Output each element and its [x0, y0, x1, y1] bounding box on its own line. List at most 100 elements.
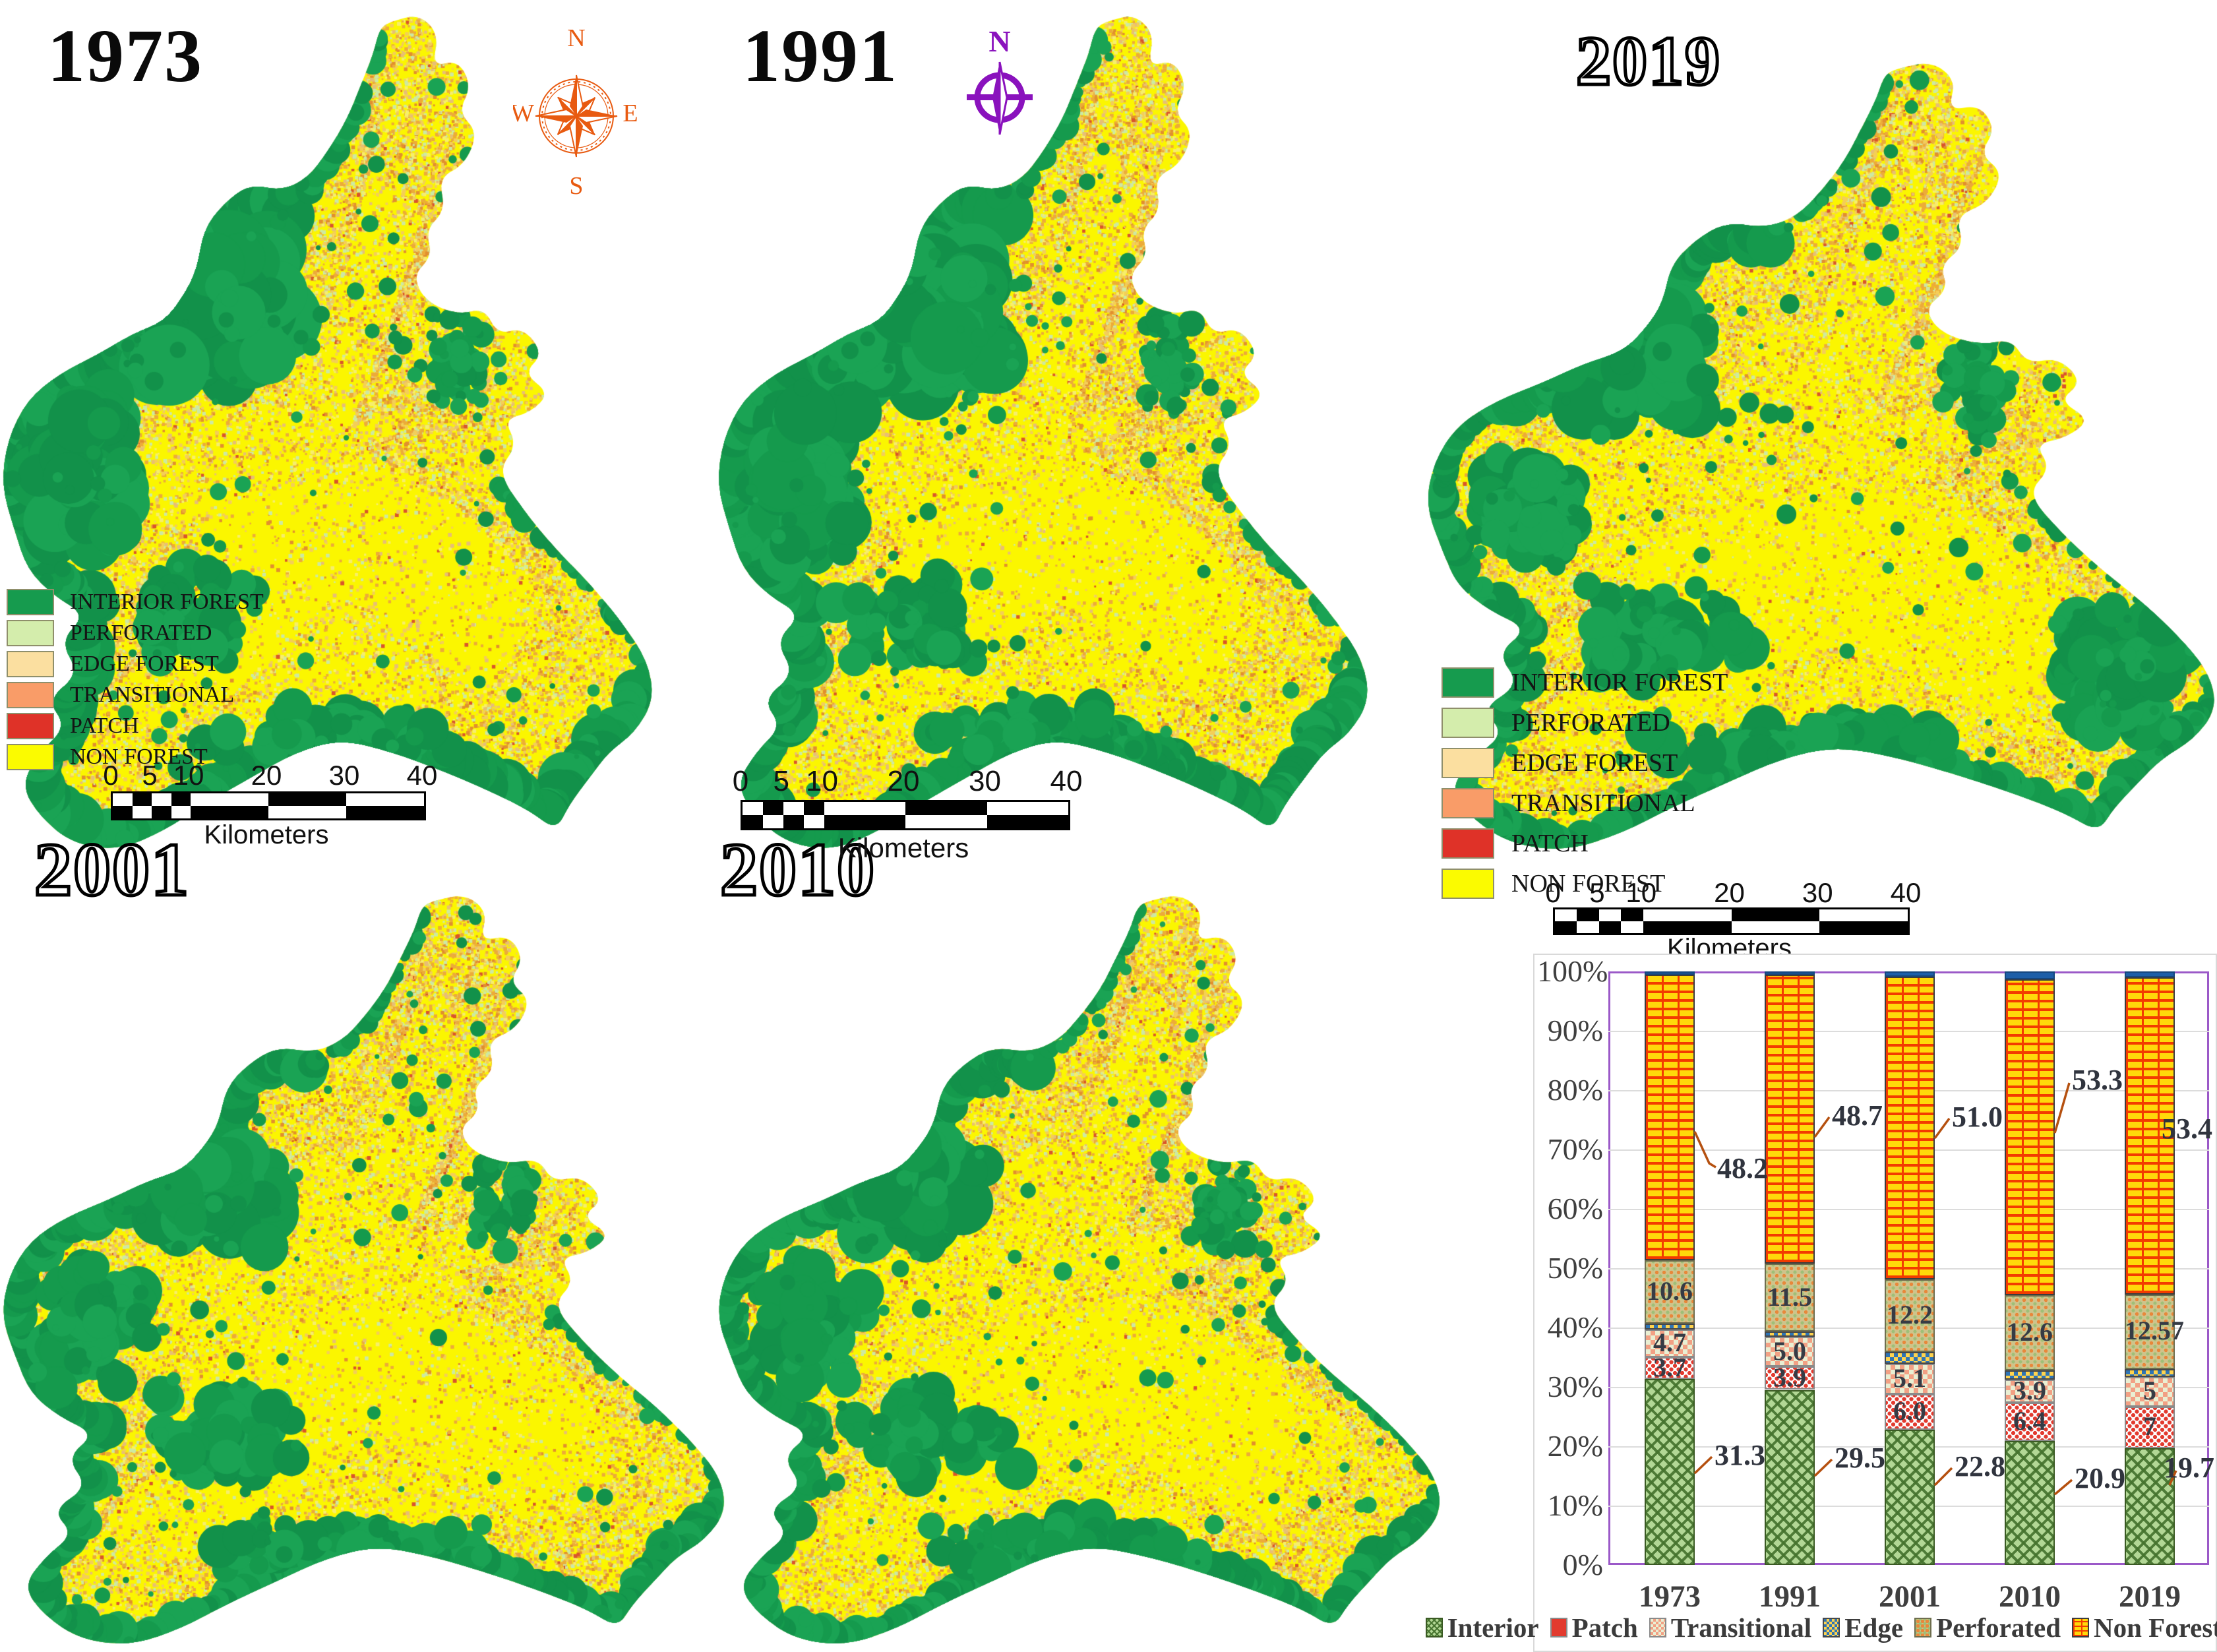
- scalebar-tick-label: 5: [1589, 877, 1605, 908]
- scalebar-cell: [905, 802, 987, 815]
- chart-y-tick-label: 90%: [1547, 1014, 1603, 1047]
- scalebar-cell: [191, 806, 268, 818]
- map-legend-item: PERFORATED: [1442, 708, 1670, 738]
- legend-label: PATCH: [1511, 830, 1589, 857]
- scalebar-tick-label: 10: [806, 765, 838, 797]
- scalebar-cell: [346, 806, 424, 818]
- bar-value-label: 5.1: [1893, 1362, 1926, 1393]
- legend-label: PATCH: [70, 714, 139, 738]
- scalebar-tick-label: 30: [328, 760, 360, 791]
- scalebar-tick-label: 40: [406, 760, 438, 791]
- chart-legend-item: Perforated: [1914, 1612, 2061, 1643]
- scalebar: [741, 800, 1070, 830]
- map-legend-item: PATCH: [1442, 828, 1589, 859]
- compass-s-label: S: [569, 172, 583, 199]
- chart-y-tick-label: 60%: [1547, 1192, 1603, 1225]
- bar-segment-transitional: [1885, 1363, 1935, 1394]
- bar-segment-edge: [2125, 1369, 2175, 1377]
- scalebar-unit-label: Kilometers: [204, 820, 329, 849]
- map-legend-item: NON FOREST: [1442, 869, 1665, 899]
- scalebar-cell: [113, 806, 133, 818]
- map-legend-item: EDGE FOREST: [7, 651, 219, 677]
- stacked-bar-chart: 0% 10% 20% 30% 40% 50% 60% 70% 80% 90% 100% 3.7 4.7 1…: [1533, 954, 2217, 1652]
- callout-value-label: 53.3: [2072, 1064, 2123, 1096]
- map-legend-item: PATCH: [7, 713, 139, 739]
- legend-swatch-perforated: [1442, 708, 1494, 738]
- chart-x-tick-label: 1991: [1759, 1579, 1821, 1614]
- scalebar-tick-label: 5: [773, 765, 789, 797]
- legend-swatch-interior-forest: [1442, 667, 1494, 698]
- bar-segment-transitional: [1765, 1337, 1815, 1367]
- bar-value-label: 12.2: [1887, 1300, 1933, 1330]
- map-legend-item: TRANSITIONAL: [7, 682, 234, 708]
- chart-y-tick-label: 50%: [1547, 1251, 1603, 1285]
- bar-segment-patch: [1765, 1366, 1815, 1390]
- legend-label: TRANSITIONAL: [70, 683, 235, 707]
- scalebar-cell: [1731, 909, 1820, 921]
- bar-segment-interior: [1885, 1429, 1935, 1565]
- legend-swatch-patch: [1442, 828, 1494, 859]
- bar-segment-edge: [1765, 1331, 1815, 1337]
- bar-value-label: 3.9: [2013, 1375, 2046, 1405]
- bar-segment-non-forest: [2125, 977, 2175, 1295]
- chart-legend-label: Transitional: [1670, 1612, 1812, 1643]
- legend-swatch-transitional: [7, 682, 54, 708]
- legend-label: EDGE FOREST: [70, 652, 219, 676]
- scalebar-tick-label: 5: [142, 760, 158, 791]
- bar-value-label: 10.6: [1647, 1276, 1693, 1306]
- scalebar-unit-label: Kilometers: [837, 832, 969, 863]
- scalebar-tick-label: 40: [1050, 765, 1083, 797]
- chart-legend-item: Transitional: [1649, 1612, 1811, 1643]
- bar-segment-transitional: [2125, 1376, 2175, 1407]
- bar-segment-water: [1885, 971, 1935, 977]
- bar-segment-patch: [2005, 1403, 2055, 1441]
- scalebar-cell: [803, 802, 824, 815]
- bar-segment-patch: [1645, 1357, 1695, 1380]
- scalebar-cell: [762, 802, 783, 815]
- map-title-2019: 2019: [1575, 22, 1722, 100]
- north-arrow-needle-left: [992, 62, 1000, 135]
- chart-legend-label: Edge: [1844, 1612, 1904, 1643]
- bar-segment-edge: [2005, 1370, 2055, 1380]
- legend-label: EDGE FOREST: [1511, 749, 1678, 777]
- legend-label: NON FOREST: [1511, 870, 1666, 898]
- callout-value-label: 29.5: [1835, 1442, 1885, 1474]
- bar-segment-patch: [2125, 1406, 2175, 1448]
- legend-swatch-perforated: [7, 620, 54, 646]
- chart-legend-swatch-non-forest: [2072, 1618, 2090, 1637]
- scalebar-tick-label: 30: [969, 765, 1001, 797]
- legend-swatch-patch: [7, 713, 54, 739]
- callout-value-label: 48.7: [1832, 1099, 1883, 1132]
- north-arrow-n-label: N: [988, 29, 1010, 58]
- bar-segment-perforated: [1765, 1263, 1815, 1332]
- callout-value-label: 31.3: [1715, 1439, 1765, 1471]
- legend-swatch-transitional: [1442, 788, 1494, 818]
- map-title-1973: 1973: [47, 14, 203, 98]
- map-2019: [1424, 54, 2217, 866]
- bar-segment-non-forest: [2005, 979, 2055, 1296]
- chart-legend-label: Non Forest: [2094, 1612, 2217, 1643]
- chart-y-tick-label: 10%: [1547, 1488, 1603, 1522]
- callout-value-label: 20.9: [2075, 1462, 2125, 1494]
- map-title-1991: 1991: [743, 14, 898, 98]
- bar-segment-edge: [1645, 1323, 1695, 1330]
- map-title-2010: 2010: [719, 828, 876, 911]
- scalebar-cell: [743, 815, 763, 828]
- legend-label: PERFORATED: [70, 621, 212, 645]
- bar-segment-perforated: [2005, 1295, 2055, 1370]
- compass-n-label: N: [567, 24, 585, 52]
- chart-legend-swatch-edge: [1823, 1618, 1840, 1637]
- bar-value-label: 11.5: [1767, 1281, 1812, 1312]
- map-2001: [0, 887, 729, 1652]
- map-2010: [715, 887, 1445, 1652]
- chart-legend-item: Edge: [1823, 1612, 1903, 1643]
- scalebar-cell: [987, 815, 1068, 828]
- scalebar-tick-label: 40: [1890, 877, 1922, 908]
- bar-segment-transitional: [2005, 1380, 2055, 1403]
- compass-w-label: W: [513, 100, 534, 127]
- legend-label: PERFORATED: [1511, 709, 1670, 737]
- chart-legend-swatch-transitional: [1649, 1618, 1666, 1637]
- chart-legend-item: Non Forest: [2072, 1612, 2217, 1643]
- legend-swatch-interior-forest: [7, 589, 54, 615]
